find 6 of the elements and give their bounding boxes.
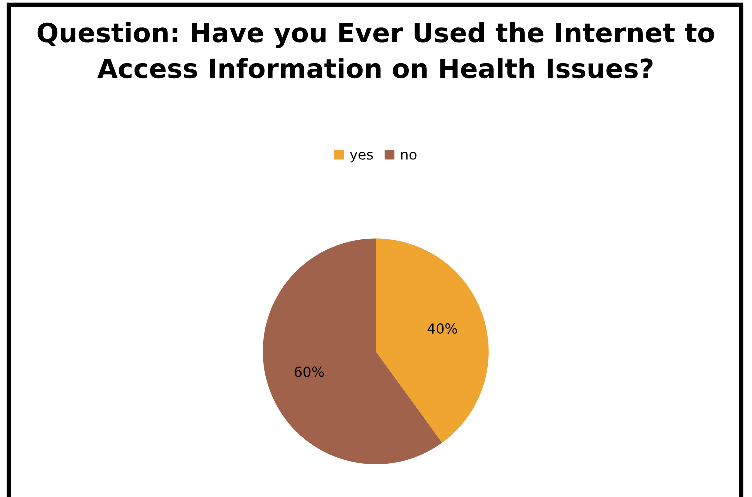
legend-label: no xyxy=(401,152,417,160)
data-label: 40% xyxy=(428,324,458,334)
legend-label: yes xyxy=(350,152,374,163)
pie-slice xyxy=(376,238,489,443)
chart-title: Question: Have you Ever Used the Internet to Access Information on Health Issues? xyxy=(38,22,714,79)
data-label: 60% xyxy=(294,366,324,378)
